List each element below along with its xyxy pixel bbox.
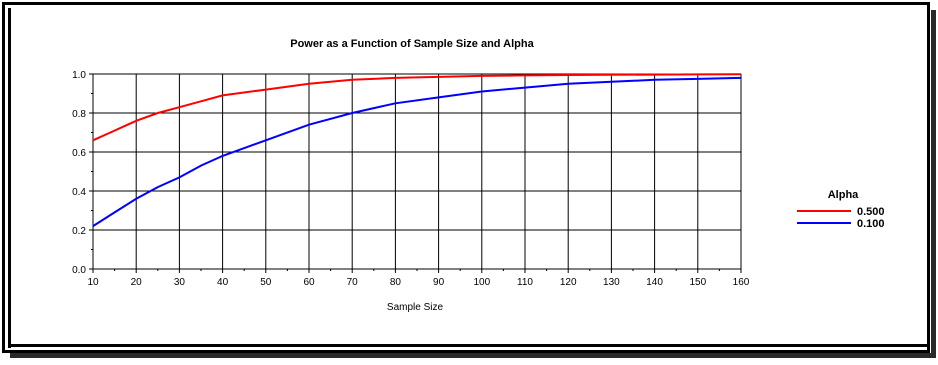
x-tick-label: 40: [217, 277, 229, 288]
chart-title: Power as a Function of Sample Size and A…: [290, 38, 534, 50]
x-tick-label: 30: [174, 277, 186, 288]
y-tick-label: 0.8: [72, 109, 86, 120]
frame-shadow-right: [931, 10, 936, 355]
legend-label-0-100: 0.100: [857, 218, 885, 230]
legend-title: Alpha: [828, 189, 859, 201]
y-tick-label: 0.2: [72, 226, 86, 237]
x-tick-label: 120: [560, 277, 577, 288]
x-axis-title: Sample Size: [387, 302, 444, 313]
x-tick-label: 70: [347, 277, 359, 288]
x-tick-label: 100: [473, 277, 490, 288]
series-line-0-100: [92, 76, 742, 227]
chart-axes: 10 20 30 40 50 60 70 80 90 100 110 120 130 140 150 160 0…: [72, 70, 750, 288]
x-tick-label: 90: [433, 277, 445, 288]
frame-shadow-bottom: [10, 353, 936, 358]
x-tick-label: 50: [260, 277, 272, 288]
legend-label-0-500: 0.500: [857, 206, 885, 218]
series-line-0-500: [92, 73, 742, 142]
x-tick-label: 160: [733, 277, 750, 288]
x-tick-label: 80: [390, 277, 402, 288]
y-tick-label: 0.4: [72, 187, 86, 198]
chart-frame: [2, 2, 930, 353]
chart-series: [92, 73, 742, 227]
y-tick-label: 0.0: [72, 265, 86, 276]
x-tick-label: 150: [689, 277, 706, 288]
x-tick-label: 140: [646, 277, 663, 288]
chart-grid: [93, 73, 742, 269]
x-tick-label: 130: [603, 277, 620, 288]
x-tick-label: 60: [303, 277, 315, 288]
frame-bottom-rule: [11, 344, 927, 347]
frame-left-rule: [8, 8, 11, 348]
y-tick-label: 1.0: [72, 70, 86, 81]
x-tick-label: 10: [87, 277, 99, 288]
x-tick-label: 20: [131, 277, 143, 288]
y-tick-label: 0.6: [72, 148, 86, 159]
x-tick-label: 110: [517, 277, 533, 288]
